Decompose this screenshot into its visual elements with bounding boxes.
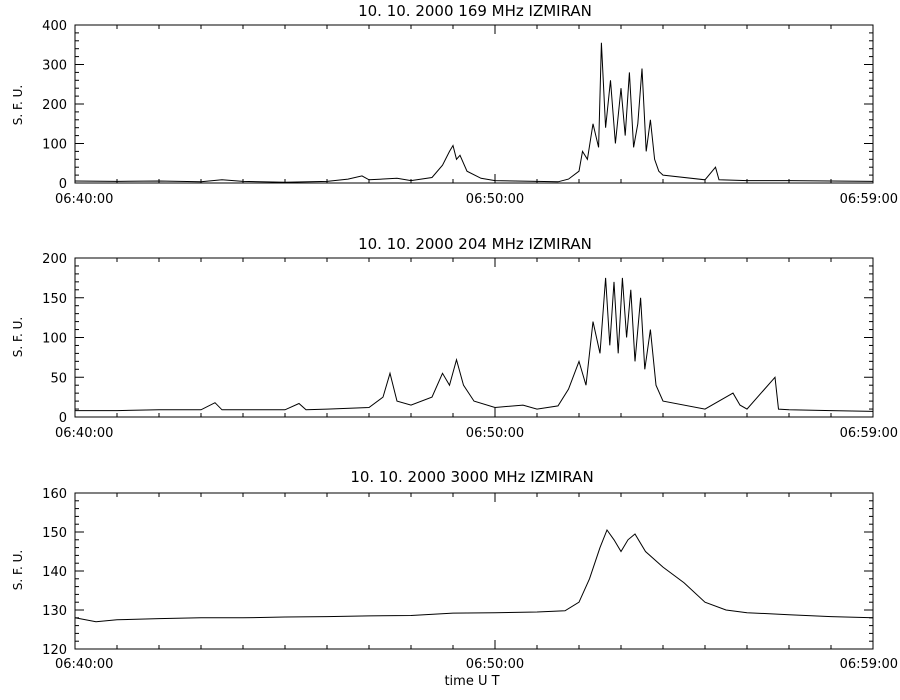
y-tick-label: 160 [42, 487, 67, 502]
x-tick-label: 06:50:00 [466, 426, 524, 441]
panel-3000mhz: 10. 10. 2000 3000 MHz IZMIRAN S. F. U. 1… [11, 468, 898, 672]
y-tick-labels: 120 130 140 150 160 [42, 487, 67, 658]
y-tick-label: 100 [42, 138, 67, 153]
x-tick-label: 06:50:00 [466, 657, 524, 672]
plot-frame [74, 24, 874, 184]
x-tick-label: 06:59:00 [840, 657, 898, 672]
plot-frame [74, 492, 874, 650]
y-tick-label: 140 [42, 565, 67, 580]
y-tick-label: 50 [50, 371, 67, 386]
x-tick-label: 06:40:00 [55, 192, 113, 207]
x-tick-labels: 06:40:00 06:50:00 06:59:00 [55, 657, 898, 672]
panel-204mhz: 10. 10. 2000 204 MHz IZMIRAN S. F. U. 0 5… [11, 235, 898, 441]
axis-ticks [74, 257, 874, 418]
flux-line [74, 42, 874, 183]
panel-169mhz: 10. 10. 2000 169 MHz IZMIRAN S. F. U. 0 1… [11, 2, 898, 207]
x-tick-label: 06:59:00 [840, 192, 898, 207]
flux-line [74, 528, 874, 623]
y-axis-label: S. F. U. [11, 85, 25, 125]
x-tick-label: 06:59:00 [840, 426, 898, 441]
x-tick-label: 06:40:00 [55, 657, 113, 672]
y-tick-labels: 0 100 200 300 400 [42, 19, 67, 192]
y-tick-label: 400 [42, 19, 67, 34]
y-tick-label: 0 [59, 411, 67, 426]
panel-title: 10. 10. 2000 3000 MHz IZMIRAN [350, 468, 593, 486]
axis-ticks [74, 24, 874, 184]
axis-ticks [74, 492, 874, 650]
y-tick-label: 200 [42, 252, 67, 267]
y-axis-label: S. F. U. [11, 550, 25, 590]
x-tick-labels: 06:40:00 06:50:00 06:59:00 [55, 192, 898, 207]
flux-line [75, 277, 874, 412]
y-tick-label: 300 [42, 59, 67, 74]
y-tick-label: 100 [42, 332, 67, 347]
y-tick-label: 0 [59, 177, 67, 192]
y-tick-label: 150 [42, 526, 67, 541]
plot-frame [74, 257, 874, 418]
x-tick-label: 06:40:00 [55, 426, 113, 441]
y-tick-labels: 0 50 100 150 200 [42, 252, 67, 426]
panel-title: 10. 10. 2000 169 MHz IZMIRAN [358, 2, 592, 20]
y-tick-label: 150 [42, 292, 67, 307]
y-tick-label: 120 [42, 643, 67, 658]
y-tick-label: 200 [42, 98, 67, 113]
x-tick-labels: 06:40:00 06:50:00 06:59:00 [55, 426, 898, 441]
x-axis-label: time U T [444, 674, 499, 689]
y-axis-label: S. F. U. [11, 317, 25, 357]
y-tick-label: 130 [42, 604, 67, 619]
panel-title: 10. 10. 2000 204 MHz IZMIRAN [358, 235, 592, 253]
x-tick-label: 06:50:00 [466, 192, 524, 207]
